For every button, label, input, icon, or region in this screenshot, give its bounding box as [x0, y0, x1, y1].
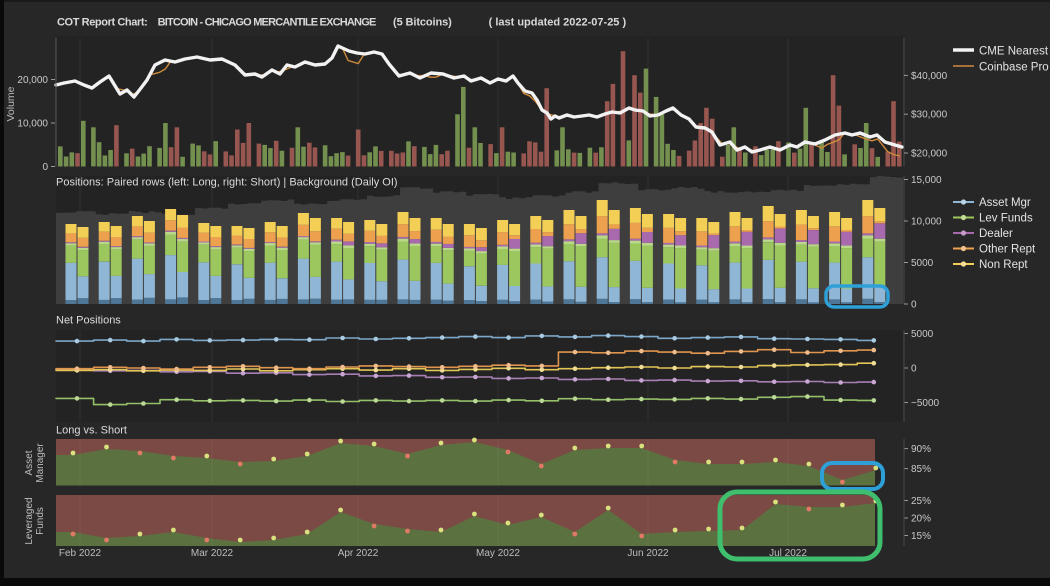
svg-text:−5000: −5000 [911, 398, 940, 409]
svg-text:Lev Funds: Lev Funds [979, 213, 1033, 225]
svg-text:Positions: Paired rows (left:: Positions: Paired rows (left: Long, righ… [56, 177, 398, 189]
svg-text:Funds: Funds [35, 507, 46, 535]
svg-text:25%: 25% [911, 496, 931, 507]
svg-text:Non Rept: Non Rept [979, 259, 1028, 271]
svg-text:Net Positions: Net Positions [56, 315, 121, 327]
svg-text:Jun 2022: Jun 2022 [627, 548, 669, 559]
svg-text:0: 0 [42, 162, 48, 173]
svg-text:10,000: 10,000 [911, 217, 942, 228]
svg-text:0: 0 [911, 300, 917, 311]
svg-text:Feb 2022: Feb 2022 [59, 548, 102, 559]
svg-text:COT Report Chart:: COT Report Chart: [57, 17, 147, 29]
svg-text:CME Nearest: CME Nearest [979, 46, 1049, 58]
svg-text:5000: 5000 [911, 258, 934, 269]
svg-text:Manager: Manager [35, 443, 46, 483]
svg-text:Asset: Asset [24, 450, 35, 475]
svg-text:BITCOIN - CHICAGO MERCANTILE E: BITCOIN - CHICAGO MERCANTILE EXCHANGE [158, 17, 376, 29]
svg-text:( last updated 2022-07-25 ): ( last updated 2022-07-25 ) [489, 17, 627, 29]
svg-text:90%: 90% [911, 444, 931, 455]
svg-text:15%: 15% [911, 531, 931, 542]
svg-text:85%: 85% [911, 464, 931, 475]
svg-text:Apr 2022: Apr 2022 [338, 548, 379, 559]
svg-text:Dealer: Dealer [979, 228, 1013, 240]
svg-text:Jul 2022: Jul 2022 [769, 548, 807, 559]
svg-text:Mar 2022: Mar 2022 [191, 548, 234, 559]
svg-text:5000: 5000 [911, 329, 934, 340]
svg-text:$40,000: $40,000 [911, 71, 948, 82]
svg-text:May 2022: May 2022 [476, 548, 520, 559]
svg-text:20%: 20% [911, 514, 931, 525]
svg-text:0: 0 [911, 364, 917, 375]
svg-text:Volume: Volume [5, 86, 17, 121]
svg-text:Coinbase Pro: Coinbase Pro [979, 62, 1049, 74]
svg-text:Leveraged: Leveraged [24, 497, 35, 544]
svg-text:10,000: 10,000 [17, 119, 48, 130]
svg-text:(5 Bitcoins): (5 Bitcoins) [393, 17, 452, 29]
svg-text:Long vs. Short: Long vs. Short [56, 425, 127, 437]
svg-text:$30,000: $30,000 [911, 110, 948, 121]
svg-text:$20,000: $20,000 [911, 149, 948, 160]
svg-text:Asset Mgr: Asset Mgr [979, 197, 1031, 209]
svg-text:15,000: 15,000 [911, 175, 942, 186]
svg-text:20,000: 20,000 [17, 75, 48, 86]
svg-text:Other Rept: Other Rept [979, 244, 1036, 256]
